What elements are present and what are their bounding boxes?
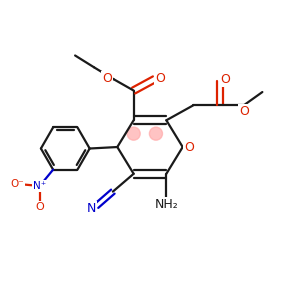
Text: O: O [155,72,165,85]
Text: N⁺: N⁺ [33,181,46,191]
Text: O: O [239,105,249,118]
Circle shape [127,127,140,140]
Text: O: O [184,140,194,154]
Text: NH₂: NH₂ [154,198,178,211]
Text: O: O [220,74,230,86]
Text: O⁻: O⁻ [11,179,24,190]
Circle shape [149,127,163,140]
Text: O: O [35,202,44,212]
Text: N: N [86,202,96,215]
Text: O: O [102,72,112,85]
